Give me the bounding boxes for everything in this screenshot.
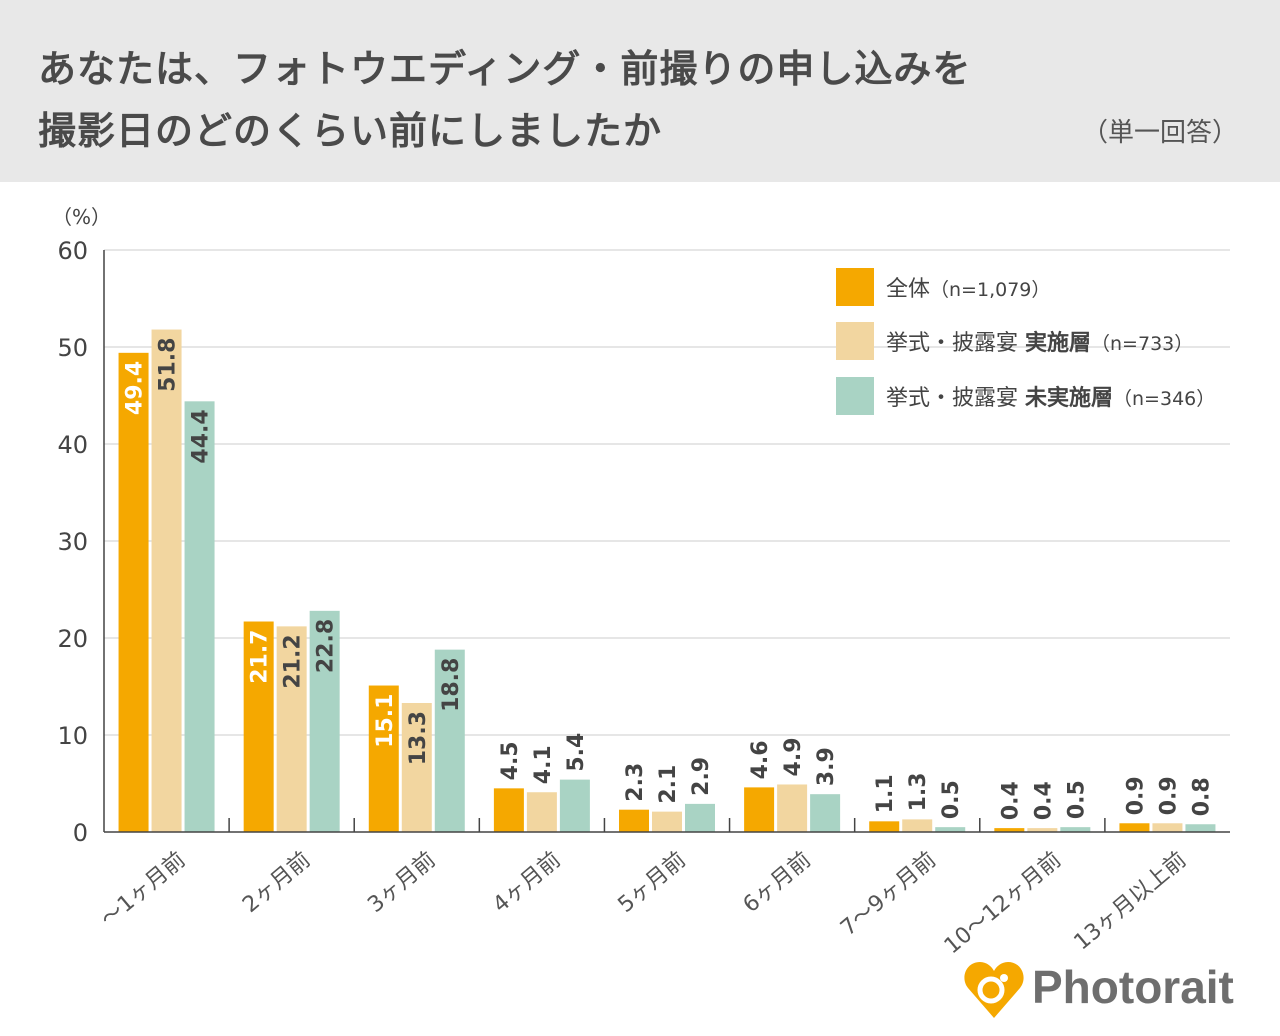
legend-label: 全体（n=1,079）: [886, 277, 1050, 302]
data-label: 22.8: [314, 619, 339, 673]
logo-text: Photorait: [1032, 961, 1234, 1013]
data-label: 0.5: [1064, 780, 1089, 819]
y-tick-label: 50: [57, 334, 88, 362]
data-label: 3.9: [814, 747, 839, 786]
legend-swatch: [836, 377, 874, 415]
bar: [652, 811, 682, 832]
bar: [744, 787, 775, 832]
data-label: 0.4: [998, 781, 1023, 820]
data-label: 0.9: [1123, 776, 1148, 815]
legend-swatch: [836, 268, 874, 306]
data-label: 2.3: [623, 763, 648, 802]
bar: [559, 779, 590, 832]
x-category-label: 7～9ヶ月前: [836, 847, 941, 941]
y-tick-label: 40: [57, 431, 88, 459]
x-category-label: 13ヶ月以上前: [1070, 847, 1192, 955]
bar-chart: 0 10 20 30 40 50 60 （%） ～1ヶ月前 2ヶ月前 3ヶ月前 4ヶ月前 5ヶ月前 6ヶ月…: [52, 205, 1230, 959]
y-tick-label: 10: [57, 722, 88, 750]
bar: [1152, 823, 1183, 832]
y-tick-label: 20: [57, 625, 88, 653]
bar: [309, 610, 340, 832]
bar: [493, 788, 524, 832]
y-axis-unit-label: （%）: [52, 205, 111, 229]
data-label: 0.5: [939, 780, 964, 819]
bar: [902, 819, 933, 832]
data-label: 5.4: [564, 733, 589, 772]
legend-label: 挙式・披露宴 未実施層（n=346）: [886, 385, 1215, 411]
bar: [401, 702, 432, 832]
x-category-label: 6ヶ月前: [739, 847, 816, 918]
y-tick-label: 60: [57, 237, 88, 265]
bar: [1060, 827, 1091, 832]
bar: [777, 784, 808, 832]
data-labels: 49.4 51.8 44.4 21.7 21.2 22.8 15.1 13.3 18.8 4.5 4…: [123, 338, 1215, 821]
data-label: 51.8: [156, 338, 181, 392]
data-label: 18.8: [439, 658, 464, 712]
bar: [526, 792, 557, 832]
bar: [118, 352, 149, 832]
answer-type-note: （単一回答）: [1081, 118, 1238, 148]
legend-swatch: [836, 322, 874, 360]
photorait-logo: Photorait: [962, 958, 1252, 1022]
bar: [1185, 824, 1216, 832]
bar: [368, 685, 399, 832]
bar: [151, 329, 182, 832]
data-label: 15.1: [373, 694, 398, 748]
bar: [810, 794, 841, 832]
data-label: 2.1: [656, 765, 681, 804]
bar: [1119, 823, 1150, 832]
data-label: 2.9: [689, 757, 714, 796]
data-label: 1.1: [873, 774, 898, 813]
bar: [184, 401, 215, 832]
chart-title-line-1: あなたは、フォトウエディング・前撮りの申し込みを: [38, 47, 972, 91]
data-label: 0.4: [1031, 781, 1056, 820]
legend-label: 挙式・披露宴 実施層（n=733）: [886, 330, 1193, 356]
data-label: 4.1: [531, 745, 556, 784]
bar: [994, 828, 1025, 832]
y-tick-label: 30: [57, 528, 88, 556]
y-tick-label: 0: [73, 819, 88, 847]
x-category-label: ～1ヶ月前: [96, 847, 190, 932]
axes: 0 10 20 30 40 50 60 （%） ～1ヶ月前 2ヶ月前 3ヶ月前 4ヶ月前 5ヶ月前 6ヶ月…: [52, 205, 1230, 959]
data-label: 0.8: [1189, 777, 1214, 816]
bar: [935, 827, 966, 832]
bar: [685, 803, 715, 832]
data-label: 21.7: [248, 630, 273, 684]
data-label: 44.4: [189, 409, 214, 463]
bars: [118, 329, 1216, 832]
data-label: 1.3: [906, 772, 931, 811]
header-banner: あなたは、フォトウエディング・前撮りの申し込みを 撮影日のどのくらい前にしました…: [0, 0, 1280, 182]
x-category-label: 3ヶ月前: [363, 847, 440, 918]
bar: [619, 809, 649, 832]
data-label: 4.5: [498, 741, 523, 780]
bar: [434, 649, 465, 832]
bar: [276, 626, 307, 832]
data-label: 4.6: [748, 740, 773, 779]
bar: [869, 821, 900, 832]
chart-title-line-2: 撮影日のどのくらい前にしましたか: [38, 109, 663, 153]
data-label: 21.2: [281, 634, 306, 688]
bar: [1027, 828, 1058, 832]
data-label: 13.3: [406, 711, 431, 765]
heart-camera-icon: [964, 962, 1024, 1018]
x-category-label: 5ヶ月前: [614, 847, 691, 918]
data-label: 0.9: [1156, 776, 1181, 815]
x-category-label: 10～12ヶ月前: [940, 847, 1066, 959]
legend: 全体（n=1,079） 挙式・披露宴 実施層（n=733） 挙式・披露宴 未実施層（…: [836, 268, 1215, 415]
x-category-label: 4ヶ月前: [488, 847, 565, 918]
bar: [243, 621, 274, 832]
data-label: 4.9: [781, 737, 806, 776]
x-category-label: 2ヶ月前: [238, 847, 315, 918]
data-label: 49.4: [123, 361, 148, 415]
